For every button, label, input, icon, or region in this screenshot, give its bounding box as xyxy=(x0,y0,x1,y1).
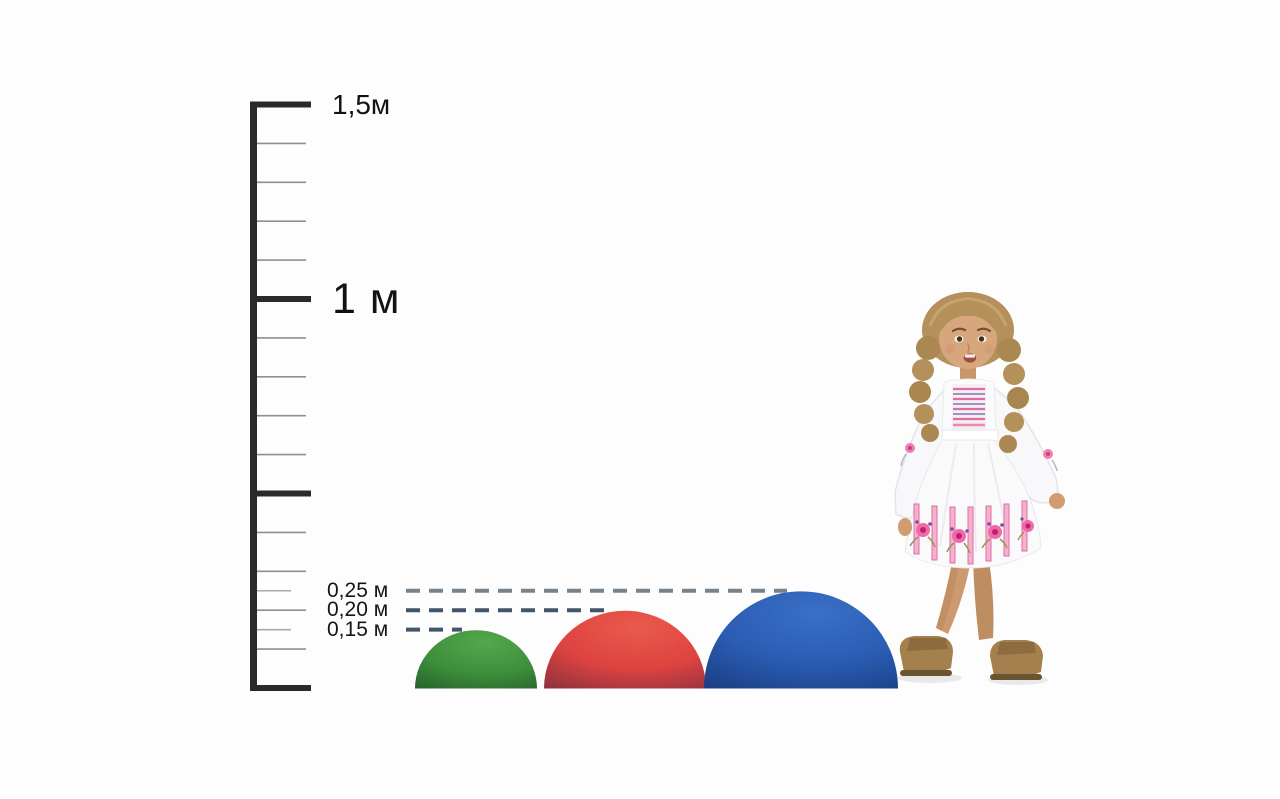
girl-hands xyxy=(898,493,1065,536)
height-value-label: 0,15 м xyxy=(327,617,389,641)
green-ball xyxy=(415,630,537,689)
girl-legs xyxy=(936,558,994,640)
measuring-ruler xyxy=(250,101,311,691)
girl-sleeve-embroidery xyxy=(900,443,1058,472)
ruler-bar xyxy=(250,101,257,691)
girl-face xyxy=(939,300,997,369)
ruler-value-label: 1,5м xyxy=(332,88,391,120)
blue-ball xyxy=(704,591,898,689)
girl-shoes xyxy=(899,636,1043,680)
red-ball xyxy=(544,610,706,689)
height-guides xyxy=(406,588,787,632)
girl-dress-hem-flowers xyxy=(909,517,1034,554)
balls xyxy=(415,591,898,689)
child-girl-for-scale xyxy=(894,292,1065,685)
height-value-label: 0,20 м xyxy=(327,598,389,622)
height-value-label: 0,25 м xyxy=(327,578,389,602)
ruler-value-label: 1 м xyxy=(332,275,401,323)
